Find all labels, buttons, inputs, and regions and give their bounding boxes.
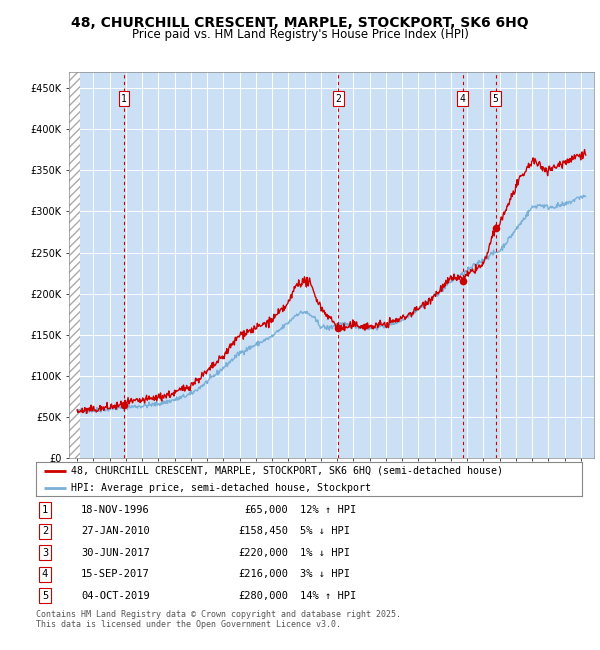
- Text: 4: 4: [42, 569, 48, 579]
- Text: £158,450: £158,450: [238, 526, 288, 536]
- Text: 2: 2: [335, 94, 341, 103]
- Text: 30-JUN-2017: 30-JUN-2017: [81, 548, 150, 558]
- Text: 5: 5: [42, 591, 48, 601]
- Text: 12% ↑ HPI: 12% ↑ HPI: [300, 505, 356, 515]
- Text: HPI: Average price, semi-detached house, Stockport: HPI: Average price, semi-detached house,…: [71, 483, 371, 493]
- Text: 14% ↑ HPI: 14% ↑ HPI: [300, 591, 356, 601]
- Text: 48, CHURCHILL CRESCENT, MARPLE, STOCKPORT, SK6 6HQ: 48, CHURCHILL CRESCENT, MARPLE, STOCKPOR…: [71, 16, 529, 31]
- Bar: [69, 72, 80, 458]
- Text: 5: 5: [493, 94, 499, 103]
- Text: 18-NOV-1996: 18-NOV-1996: [81, 505, 150, 515]
- Text: Price paid vs. HM Land Registry's House Price Index (HPI): Price paid vs. HM Land Registry's House …: [131, 28, 469, 41]
- Text: 15-SEP-2017: 15-SEP-2017: [81, 569, 150, 579]
- Text: 27-JAN-2010: 27-JAN-2010: [81, 526, 150, 536]
- Text: 1: 1: [42, 505, 48, 515]
- Text: 5% ↓ HPI: 5% ↓ HPI: [300, 526, 350, 536]
- Text: 2: 2: [42, 526, 48, 536]
- Text: 4: 4: [460, 94, 466, 103]
- Text: 1% ↓ HPI: 1% ↓ HPI: [300, 548, 350, 558]
- Text: 48, CHURCHILL CRESCENT, MARPLE, STOCKPORT, SK6 6HQ (semi-detached house): 48, CHURCHILL CRESCENT, MARPLE, STOCKPOR…: [71, 466, 503, 476]
- Text: 1: 1: [121, 94, 127, 103]
- Text: Contains HM Land Registry data © Crown copyright and database right 2025.
This d: Contains HM Land Registry data © Crown c…: [36, 610, 401, 629]
- Text: £216,000: £216,000: [238, 569, 288, 579]
- Text: 3% ↓ HPI: 3% ↓ HPI: [300, 569, 350, 579]
- Text: £220,000: £220,000: [238, 548, 288, 558]
- Text: 04-OCT-2019: 04-OCT-2019: [81, 591, 150, 601]
- Text: £65,000: £65,000: [244, 505, 288, 515]
- Text: £280,000: £280,000: [238, 591, 288, 601]
- Text: 3: 3: [42, 548, 48, 558]
